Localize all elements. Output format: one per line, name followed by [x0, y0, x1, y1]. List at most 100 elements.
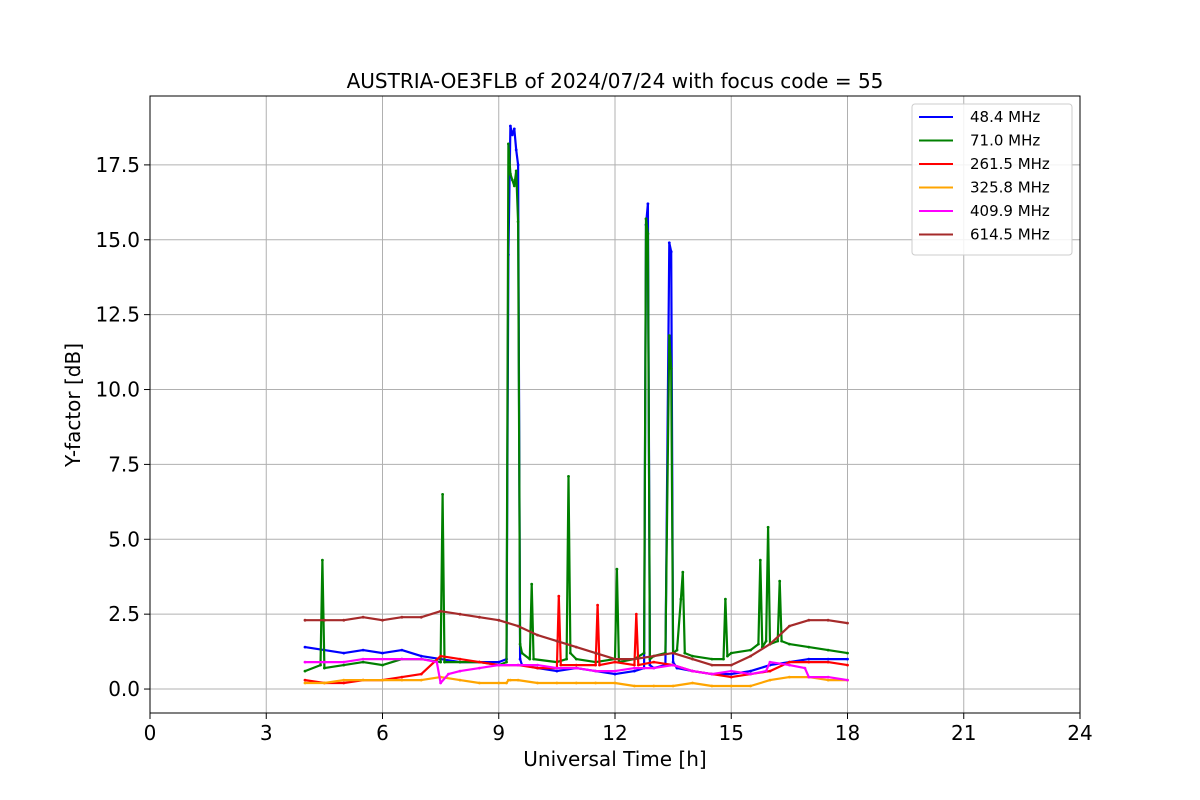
- data-point: [648, 663, 652, 667]
- data-point: [319, 663, 322, 667]
- data-point: [724, 597, 727, 601]
- legend-frame: [911, 103, 1073, 256]
- data-point: [633, 669, 636, 673]
- data-point: [710, 684, 714, 688]
- data-point: [778, 579, 782, 583]
- data-point: [594, 669, 597, 673]
- data-point: [520, 651, 524, 655]
- data-point: [749, 648, 752, 652]
- data-point: [400, 615, 404, 619]
- data-point: [361, 648, 365, 652]
- data-point: [667, 241, 671, 245]
- data-point: [729, 672, 733, 676]
- data-point: [768, 669, 772, 673]
- data-point: [766, 525, 770, 529]
- data-point: [764, 639, 768, 643]
- data-point: [846, 657, 849, 661]
- data-point: [532, 657, 535, 661]
- data-point: [458, 612, 462, 616]
- data-point: [729, 651, 733, 655]
- data-point: [439, 609, 442, 613]
- y-axis-label: Y-factor [dB]: [61, 343, 85, 468]
- data-point: [826, 657, 830, 661]
- data-point: [598, 663, 601, 667]
- data-point: [555, 681, 559, 685]
- data-point: [361, 660, 365, 664]
- data-point: [303, 645, 307, 649]
- data-point: [497, 618, 501, 622]
- data-point: [518, 642, 522, 646]
- data-point: [323, 681, 326, 685]
- x-tick-label: 9: [492, 721, 505, 745]
- data-point: [381, 663, 384, 667]
- data-point: [400, 657, 404, 661]
- data-point: [757, 642, 760, 646]
- data-point: [594, 663, 597, 667]
- legend-label: 48.4 MHz: [970, 108, 1040, 126]
- data-point: [633, 663, 636, 667]
- data-point: [419, 654, 423, 658]
- data-point: [555, 669, 559, 673]
- legend-label: 614.5 MHz: [970, 226, 1050, 244]
- data-point: [634, 612, 638, 616]
- legend-item: 261.5 MHz: [919, 155, 1050, 173]
- legend-item: 71.0 MHz: [919, 132, 1040, 150]
- data-point: [594, 651, 597, 655]
- data-point: [516, 678, 520, 682]
- data-point: [507, 142, 510, 146]
- data-point: [497, 660, 501, 664]
- data-point: [516, 663, 520, 667]
- data-point: [726, 654, 729, 658]
- data-point: [497, 681, 501, 685]
- data-point: [536, 663, 539, 667]
- data-point: [729, 669, 733, 673]
- data-point: [710, 672, 714, 676]
- data-point: [691, 654, 694, 658]
- data-point: [518, 657, 522, 661]
- data-point: [594, 681, 597, 685]
- data-point: [509, 124, 512, 128]
- data-point: [613, 660, 617, 664]
- data-point: [615, 567, 619, 571]
- data-point: [807, 660, 811, 664]
- data-point: [749, 684, 752, 688]
- data-point: [478, 666, 481, 670]
- data-point: [846, 663, 849, 667]
- x-axis-label: Universal Time [h]: [523, 747, 706, 771]
- data-point: [574, 666, 578, 670]
- series-line: [305, 675, 848, 688]
- data-point: [381, 657, 384, 661]
- data-point: [419, 672, 423, 676]
- data-point: [557, 594, 561, 598]
- data-point: [574, 681, 578, 685]
- legend: 48.4 MHz 71.0 MHz 261.5 MHz 325.8 MHz 409.9…: [911, 103, 1073, 256]
- series-line: [304, 142, 848, 673]
- data-point: [512, 127, 516, 131]
- data-point: [514, 148, 518, 152]
- data-point: [807, 675, 811, 679]
- data-point: [439, 681, 442, 685]
- legend-label: 261.5 MHz: [970, 155, 1050, 173]
- data-point: [803, 666, 807, 670]
- data-point: [788, 624, 791, 628]
- data-point: [516, 624, 520, 628]
- data-point: [644, 217, 648, 221]
- data-point: [516, 220, 520, 224]
- data-point: [788, 642, 791, 646]
- data-point: [342, 651, 346, 655]
- data-point: [826, 618, 830, 622]
- data-point: [846, 621, 849, 625]
- data-point: [303, 681, 307, 685]
- data-point: [510, 133, 514, 137]
- legend-item: 48.4 MHz: [919, 108, 1040, 126]
- data-point: [729, 684, 733, 688]
- data-point: [671, 663, 675, 667]
- data-point: [788, 663, 791, 667]
- data-point: [758, 558, 762, 562]
- data-point: [435, 660, 439, 664]
- data-point: [381, 678, 384, 682]
- legend-item: 325.8 MHz: [919, 179, 1050, 197]
- data-point: [419, 678, 423, 682]
- data-point: [342, 660, 346, 664]
- x-tick-label: 15: [719, 721, 744, 745]
